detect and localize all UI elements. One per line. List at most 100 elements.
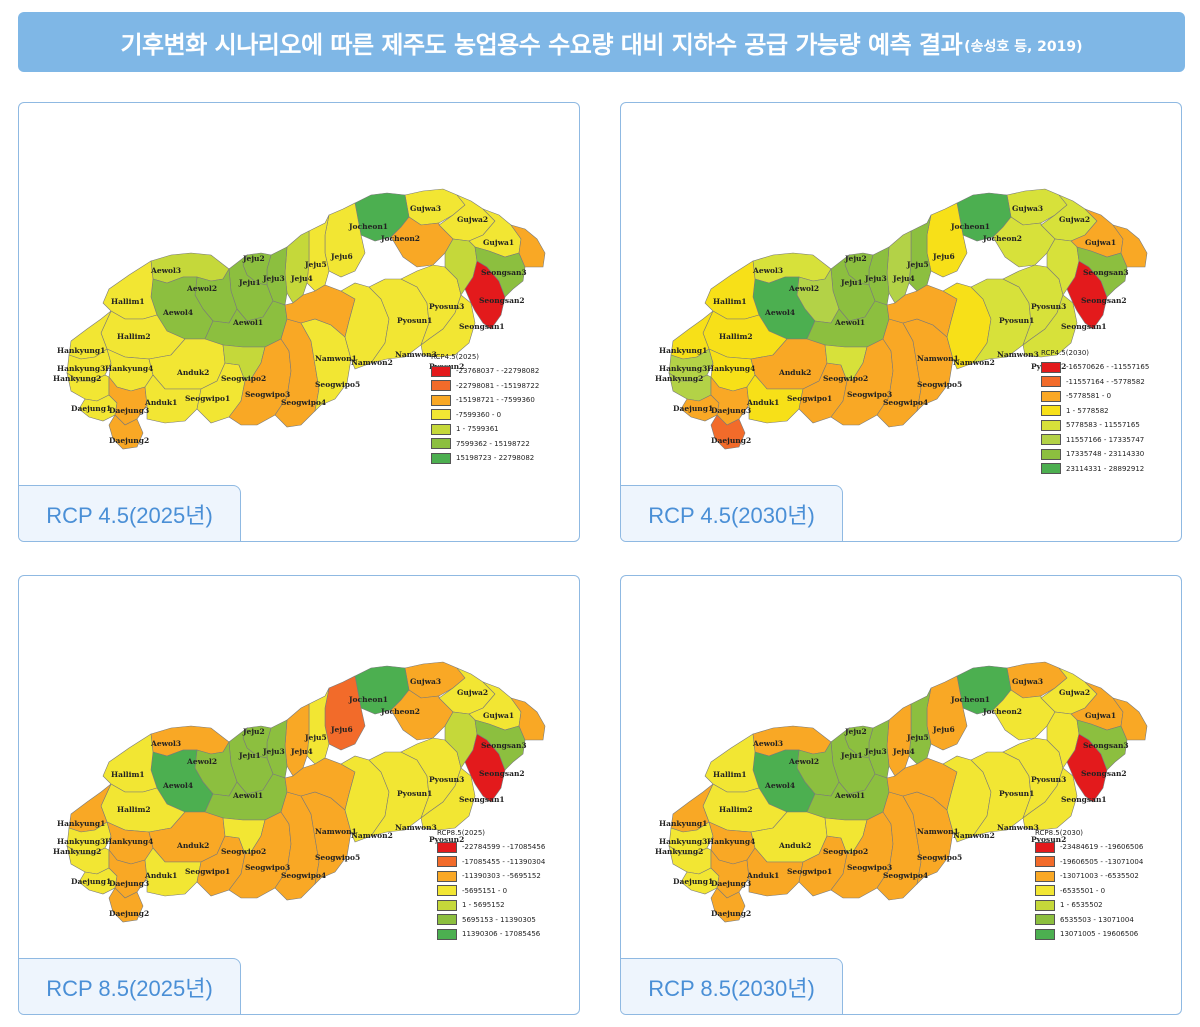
region-label: Seogwipo4 [883,871,928,880]
legend-label: -22798081 - -15198722 [456,381,540,390]
region-label: Daejung2 [109,909,149,918]
region-label: Seogwipo2 [221,374,266,383]
region-label: Jeju2 [242,727,265,736]
island-outline: Gujwa3Gujwa2Gujwa1Jocheon1Jocheon2Jeju6J… [53,188,546,450]
region-label: Jeju3 [864,747,887,756]
map-legend: RCP4.5(2025) -23768037 - -22798082 -22798… [431,353,539,466]
region-label: Hankyung1 [659,819,707,828]
legend-label: 1 - 5695152 [462,901,505,910]
region-label: Aewol1 [834,791,865,800]
region-label: Aewol1 [232,791,263,800]
region-label: Jeju3 [864,274,887,283]
region-seongsan2 [1076,719,1128,771]
region-label: Seogwipo2 [823,847,868,856]
region-label: Seongsan3 [481,268,527,277]
region-label: Hankyung1 [659,346,707,355]
legend-label: 11557166 - 17335747 [1066,435,1145,444]
legend-item: -23484619 - -19606506 [1035,840,1143,855]
region-label: Jeju6 [330,725,353,734]
region-label: Hankyung3 [57,364,105,373]
region-label: Aewol4 [764,308,795,317]
region-label: Namwon3 [395,823,437,832]
jeju-map: Gujwa3Gujwa2Gujwa1Jocheon1Jocheon2Jeju6J… [655,661,1148,923]
region-jocheon2 [992,689,1056,741]
region-label: Seogwipo5 [917,853,962,862]
legend-label: -5695151 - 0 [462,886,508,895]
legend-swatch [1041,419,1061,431]
region-jocheon2 [390,689,454,741]
legend-label: -19606505 - -13071004 [1060,857,1144,866]
legend-title: RCP8.5(2030) [1035,829,1084,837]
region-label: Seongsan1 [459,795,505,804]
region-label: Jeju4 [290,747,313,756]
region-label: Namwon3 [997,823,1039,832]
legend-item: 11557166 - 17335747 [1041,433,1149,448]
map-panel-rcp45-2025: Gujwa3 Gujwa2 Gujwa1 Jocheon1 Jocheon2 Jeju6 J… [18,102,580,542]
region-label: Pyosun2 [1031,835,1066,844]
legend-label: -7599360 - 0 [456,410,502,419]
region-seongsan2 [1076,246,1128,298]
region-label: Namwon2 [351,358,393,367]
legend-label: -23768037 - -22798082 [456,367,540,376]
map-panel-rcp85-2025: Gujwa3 Gujwa2 Gujwa1 Jocheon1 Jocheon2 Jeju6 J… [18,575,580,1015]
region-daejung2 [108,887,144,923]
legend-label: 23114331 - 28892912 [1066,464,1145,473]
region-label: Jeju5 [304,260,327,269]
region-label: Hallim1 [111,297,145,306]
region-label: Jeju2 [844,254,867,263]
region-label: Aewol4 [162,308,193,317]
map-panel-rcp85-2030: Gujwa3 Gujwa2 Gujwa1 Jocheon1 Jocheon2 Jeju6 J… [620,575,1182,1015]
region-label: Jocheon1 [950,222,990,231]
region-label: Seongsan3 [1083,268,1129,277]
region-label: Gujwa1 [483,238,514,247]
region-label: Pyosun3 [429,302,464,311]
region-label: Aewol3 [150,739,181,748]
region-seongsan1 [464,260,506,330]
legend-label: -5778581 - 0 [1066,392,1112,401]
region-label: Daejung1 [673,877,713,886]
legend-swatch [1035,856,1055,868]
title-bar: 기후변화 시나리오에 따른 제주도 농업용수 수요량 대비 지하수 공급 가능량… [18,12,1185,72]
region-label: Jocheon2 [380,234,420,243]
region-label: Gujwa2 [457,688,488,697]
region-label: Anduk1 [144,871,177,880]
legend-swatch [1041,448,1061,460]
region-label: Hankyung1 [57,346,105,355]
region-seongsan3 [1112,697,1148,741]
region-label: Anduk2 [778,368,811,377]
region-label: Daejung2 [109,436,149,445]
region-label: Jeju5 [906,733,929,742]
region-label: Aewol3 [752,266,783,275]
legend-swatch [1035,885,1055,897]
legend-swatch [1035,841,1055,853]
region-label: Hankyung4 [707,364,755,373]
island-outline: Gujwa3Gujwa2Gujwa1Jocheon1Jocheon2Jeju6J… [655,661,1148,923]
region-label: Aewol3 [150,266,181,275]
legend-swatch [437,928,457,940]
region-label: Pyosun3 [429,775,464,784]
legend-label: 11390306 - 17085456 [462,930,541,939]
region-pyosun2 [1022,767,1078,831]
map-legend: RCP8.5(2030) -23484619 - -19606506 -19606… [1035,829,1143,942]
region-label: Pyosun1 [999,789,1034,798]
region-label: Jocheon1 [348,695,388,704]
legend-swatch [431,423,451,435]
legend-item: -6535501 - 0 [1035,884,1143,899]
legend-item: 5778583 - 11557165 [1041,418,1149,433]
region-label: Jeju1 [840,278,863,287]
region-label: Aewol3 [752,739,783,748]
scenario-caption: RCP 8.5(2030년) [621,958,843,1014]
region-label: Daejung1 [71,877,111,886]
region-label: Hankyung4 [105,837,153,846]
region-label: Gujwa2 [1059,215,1090,224]
region-label: Seogwipo5 [315,853,360,862]
legend-item: -23768037 - -22798082 [431,364,539,379]
region-label: Seogwipo1 [787,394,832,403]
legend-item: -13071003 - -6535502 [1035,869,1143,884]
legend-title: RCP8.5(2025) [437,829,486,837]
region-label: Seogwipo3 [847,863,892,872]
region-pyosun2 [420,767,476,831]
legend-label: 5778583 - 11557165 [1066,421,1140,430]
region-label: Anduk2 [176,368,209,377]
region-daejung2 [710,414,746,450]
